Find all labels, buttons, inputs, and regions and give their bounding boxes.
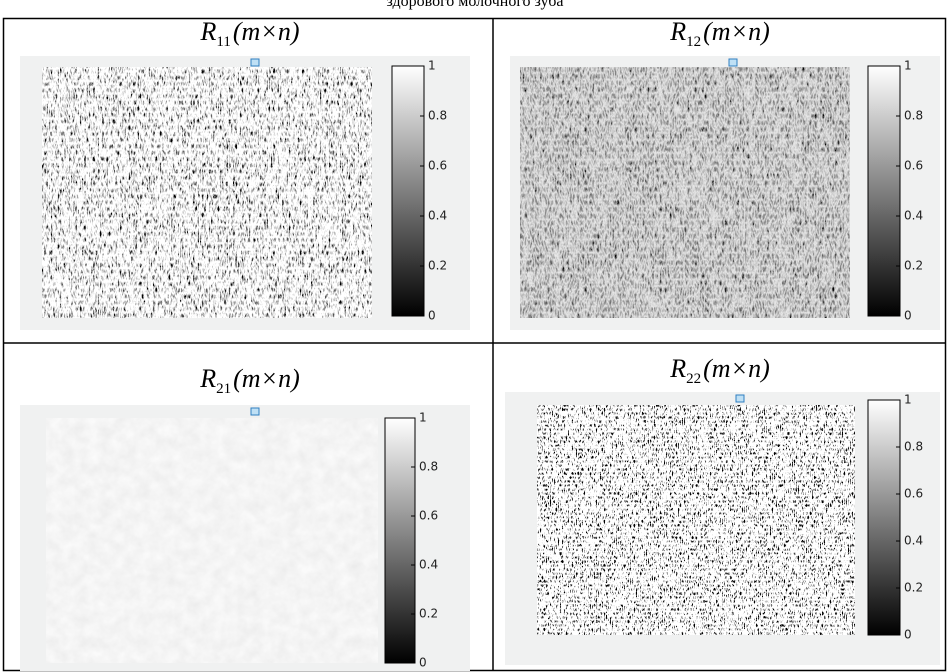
title-subscript: 22 bbox=[686, 371, 701, 387]
title-argument: (m×n) bbox=[233, 364, 300, 393]
colorbar bbox=[385, 418, 415, 663]
colorbar-tick-label: 0.4 bbox=[428, 209, 447, 223]
title-subscript: 12 bbox=[686, 34, 701, 50]
panel-title: R11(m×n) bbox=[200, 17, 300, 50]
panel-title: R12(m×n) bbox=[669, 17, 770, 50]
panel: R22(m×n) 0 0.2 0.4 0.6 0.8 1 bbox=[505, 354, 940, 665]
caption-fragment: здорового молочного зуба bbox=[386, 0, 563, 10]
colorbar-tick-label: 0.6 bbox=[419, 509, 438, 523]
colorbar-tick-label: 1 bbox=[904, 59, 912, 73]
colorbar-tick-label: 0.2 bbox=[904, 259, 923, 273]
panel-title: R22(m×n) bbox=[669, 354, 770, 387]
colorbar-tick-label: 1 bbox=[904, 393, 912, 407]
colorbar-tick-label: 0.2 bbox=[904, 581, 923, 595]
selection-handle bbox=[736, 395, 744, 402]
colorbar-tick-label: 0.2 bbox=[428, 259, 447, 273]
figure: здорового молочного зуба R11(m×n)00.20.4… bbox=[0, 0, 949, 672]
colorbar-tick-label: 0.8 bbox=[428, 109, 447, 123]
selection-handle bbox=[729, 59, 737, 66]
image bbox=[520, 67, 850, 318]
title-symbol: R bbox=[669, 354, 686, 383]
colorbar bbox=[392, 66, 424, 316]
colorbar-tick-label: 0.4 bbox=[904, 209, 923, 223]
image bbox=[537, 405, 855, 635]
colorbar-tick-label: 0.8 bbox=[904, 109, 923, 123]
title-argument: (m×n) bbox=[703, 354, 770, 383]
colorbar-tick-label: 0.8 bbox=[904, 440, 923, 454]
colorbar-tick-label: 0.6 bbox=[904, 487, 923, 501]
selection-handle bbox=[251, 408, 259, 415]
title-symbol: R bbox=[199, 364, 216, 393]
colorbar-tick-label: 0 bbox=[904, 628, 912, 642]
panel: R11(m×n) 0 0.2 0.4 0.6 0.8 1 bbox=[20, 17, 470, 330]
colorbar-tick-label: 1 bbox=[419, 411, 427, 425]
image bbox=[46, 418, 378, 663]
title-symbol: R bbox=[200, 17, 217, 46]
panel-title: R21(m×n) bbox=[199, 364, 300, 397]
title-argument: (m×n) bbox=[703, 17, 770, 46]
title-subscript: 11 bbox=[216, 34, 230, 50]
title-argument: (m×n) bbox=[233, 17, 300, 46]
title-subscript: 21 bbox=[216, 381, 231, 397]
colorbar-tick-label: 0.6 bbox=[904, 159, 923, 173]
panel: R21(m×n) 0 0.2 0.4 0.6 0.8 1 bbox=[20, 364, 470, 671]
colorbar-tick-label: 0 bbox=[419, 656, 427, 670]
colorbar-tick-label: 0.2 bbox=[419, 607, 438, 621]
colorbar-tick-label: 0.4 bbox=[419, 558, 438, 572]
colorbar-tick-label: 0.4 bbox=[904, 534, 923, 548]
colorbar-tick-label: 1 bbox=[428, 59, 436, 73]
selection-handle bbox=[251, 59, 259, 66]
title-symbol: R bbox=[669, 17, 686, 46]
colorbar-tick-label: 0 bbox=[428, 309, 436, 323]
colorbar-tick-label: 0 bbox=[904, 309, 912, 323]
colorbar bbox=[868, 66, 900, 316]
colorbar-tick-label: 0.8 bbox=[419, 460, 438, 474]
colorbar bbox=[868, 400, 900, 635]
colorbar-tick-label: 0.6 bbox=[428, 159, 447, 173]
panel: R12(m×n) 0 0.2 0.4 0.6 0.8 1 bbox=[510, 17, 940, 330]
image bbox=[42, 67, 372, 318]
